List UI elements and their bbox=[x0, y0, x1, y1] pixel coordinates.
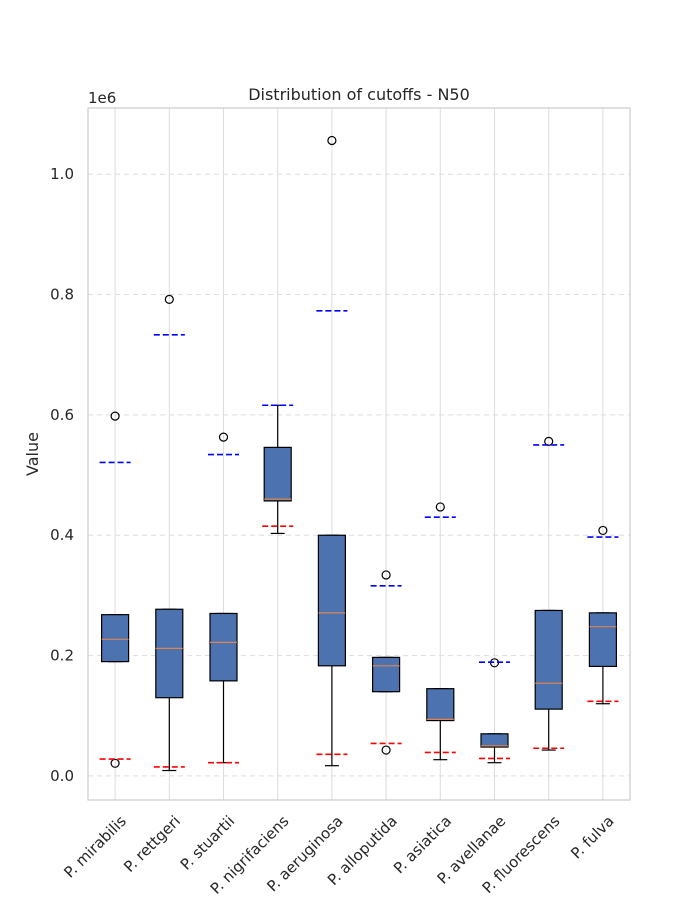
outlier-point bbox=[110, 411, 120, 421]
x-tick-label: P. fulva bbox=[567, 812, 617, 862]
box-group bbox=[208, 432, 239, 764]
box-iqr bbox=[588, 612, 618, 668]
outlier-point bbox=[327, 135, 337, 146]
y-tick-label: 0.4 bbox=[50, 526, 74, 544]
chart-title: Distribution of cutoffs - N50 bbox=[248, 85, 470, 104]
y-axis-scale-label: 1e6 bbox=[88, 89, 116, 107]
y-tick-label: 0.2 bbox=[50, 647, 74, 665]
box-iqr bbox=[372, 656, 401, 693]
y-axis-title: Value bbox=[23, 432, 42, 476]
outlier-point bbox=[110, 758, 120, 768]
box-iqr bbox=[480, 733, 509, 748]
y-tick-label: 0.8 bbox=[50, 286, 74, 304]
box-iqr bbox=[100, 614, 130, 663]
outlier-point bbox=[218, 432, 229, 442]
outlier-point bbox=[598, 525, 608, 536]
box-group bbox=[262, 404, 294, 535]
x-tick-label: P. mirabilis bbox=[60, 812, 130, 882]
box-group bbox=[370, 570, 402, 755]
box-iqr bbox=[155, 608, 184, 699]
x-tick-label: P. rettgeri bbox=[120, 812, 184, 876]
outlier-point bbox=[544, 436, 554, 446]
box-group bbox=[99, 411, 131, 768]
outlier-point bbox=[381, 745, 391, 755]
box-group bbox=[479, 658, 510, 764]
outlier-point bbox=[164, 294, 174, 304]
outlier-point bbox=[381, 570, 391, 580]
box-group bbox=[153, 294, 185, 772]
plot-frame bbox=[87, 107, 631, 801]
y-tick-label: 1.0 bbox=[50, 165, 74, 183]
outlier-point bbox=[435, 502, 445, 512]
box-group bbox=[587, 525, 619, 705]
box-group bbox=[424, 502, 456, 761]
box-iqr bbox=[534, 609, 563, 710]
plot-layer bbox=[99, 135, 619, 772]
box-group bbox=[316, 135, 348, 767]
grid-layer bbox=[88, 108, 630, 800]
box-iqr bbox=[263, 446, 292, 502]
box-iqr bbox=[317, 534, 346, 667]
y-tick-label: 0.6 bbox=[50, 406, 74, 424]
box-iqr bbox=[426, 688, 455, 722]
box-iqr bbox=[209, 612, 238, 682]
box-group bbox=[533, 436, 565, 751]
y-tick-label: 0.0 bbox=[50, 767, 74, 785]
